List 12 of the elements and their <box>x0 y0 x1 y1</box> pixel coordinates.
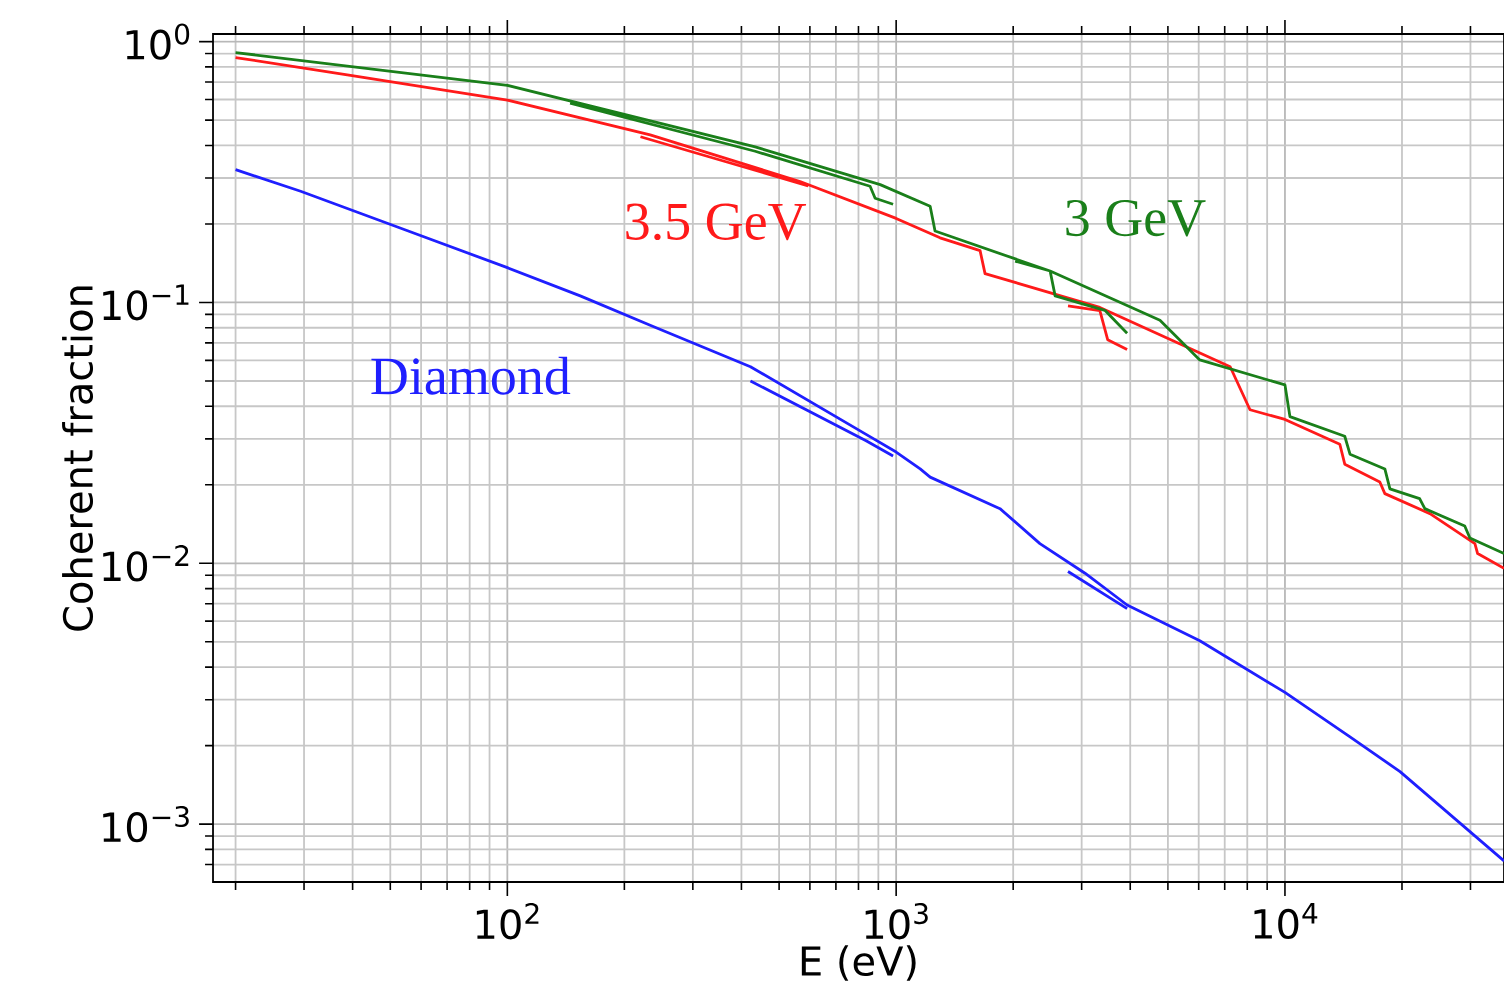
series-label: Diamond <box>371 356 571 395</box>
y-tick-label: 10$^{−1}$ <box>103 284 189 321</box>
y-tick-label: 10$^{0}$ <box>126 23 190 60</box>
y-axis-title: Coherent fraction <box>62 286 94 631</box>
x-tick-label: 10$^{4}$ <box>1254 903 1318 940</box>
y-tick-label: 10$^{−3}$ <box>103 805 189 843</box>
x-tick-label: 10$^{3}$ <box>865 902 928 940</box>
y-tick-label: 10$^{−2}$ <box>103 545 189 582</box>
series-label: 3.5 GeV <box>626 203 807 241</box>
x-axis-title: E (eV) <box>801 945 916 981</box>
series-label: 3 GeV <box>1066 199 1206 237</box>
x-tick-label: 10$^{2}$ <box>476 902 539 940</box>
